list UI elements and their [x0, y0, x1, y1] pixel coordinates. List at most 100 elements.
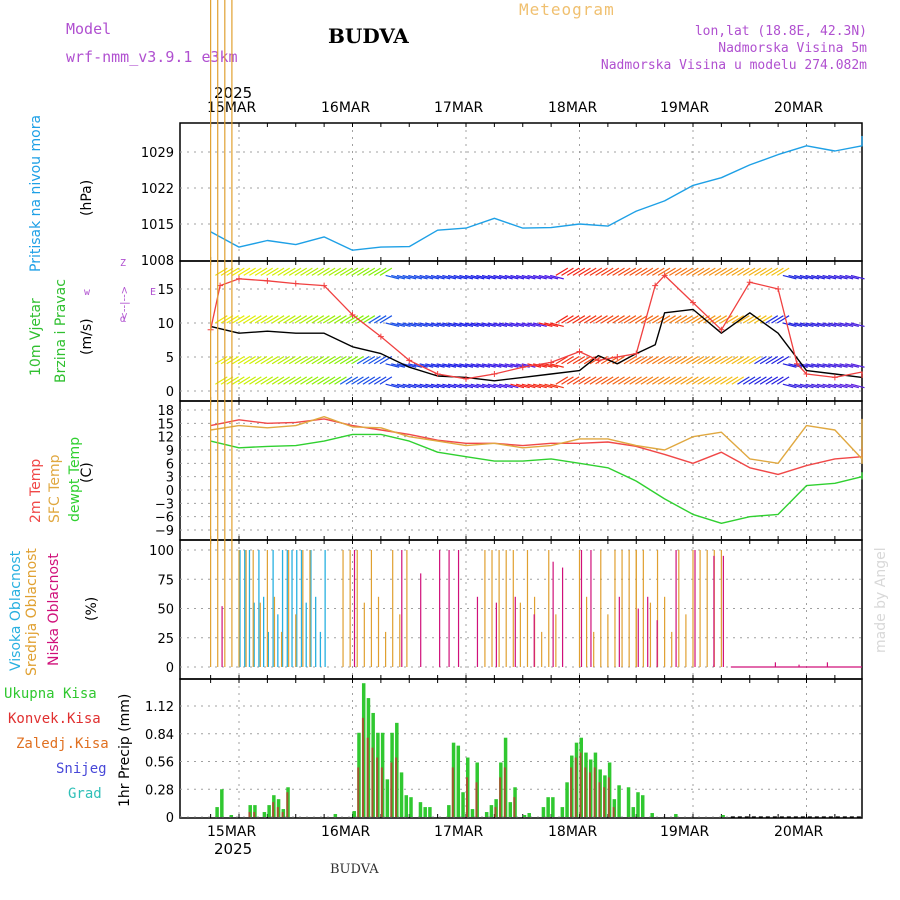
wind-barb	[487, 322, 502, 328]
precip-conv-bar	[466, 777, 468, 817]
wind-barb	[845, 274, 859, 280]
wind-barb	[521, 322, 536, 328]
wind-gust-marker	[775, 286, 782, 292]
wind-barb	[470, 322, 485, 328]
temp-2m-line	[210, 418, 863, 476]
wind-barb	[317, 267, 330, 276]
wind-barb	[708, 315, 722, 324]
wind-barb	[317, 315, 330, 324]
wind-barb	[498, 274, 513, 280]
bottom-day-label: 15MAR	[207, 824, 257, 840]
wind-barb	[550, 363, 564, 368]
top-day-label: 20MAR	[774, 100, 824, 116]
wind-barb	[260, 315, 274, 324]
wind-barb	[839, 274, 854, 280]
wind-barb	[425, 363, 440, 368]
wind-barb	[754, 376, 767, 385]
wind-barb	[566, 267, 580, 276]
wind-barb	[226, 315, 239, 324]
wind-barb	[385, 383, 400, 389]
wind-barb	[237, 315, 251, 324]
precip-total-bar	[546, 797, 550, 817]
wind-barb	[629, 376, 642, 385]
wind-barb	[850, 363, 865, 368]
wind-barb	[481, 383, 496, 389]
legend-frozen-precip: Zaledj.Kisa	[16, 736, 109, 752]
precip-conv-bar	[390, 762, 393, 817]
wind-barb	[373, 315, 387, 324]
wind-barb	[481, 363, 496, 368]
wind-gust-marker	[463, 375, 469, 382]
wind-barb	[640, 376, 654, 385]
wind-gust-marker	[377, 333, 384, 340]
wind-barb	[356, 355, 370, 365]
wind-barb	[794, 274, 808, 280]
wind-barb	[680, 315, 693, 324]
wind-barb	[782, 274, 797, 280]
wind-barb	[828, 383, 842, 389]
wind-barb	[788, 274, 803, 280]
wind-barb	[470, 383, 485, 389]
wind-barb	[572, 267, 586, 276]
wind-barb	[339, 315, 353, 324]
wind-barb	[640, 355, 654, 365]
wind-barb	[311, 355, 325, 365]
wind-barb	[283, 315, 296, 324]
wind-barb	[237, 267, 251, 276]
wind-barb	[555, 355, 569, 365]
wind-barb	[720, 315, 733, 324]
precip-total-bar	[262, 812, 267, 817]
wind-tick-label: 0	[166, 385, 174, 400]
precip-conv-bar	[361, 717, 364, 817]
precip-total-bar	[508, 802, 513, 817]
wind-barb	[538, 383, 553, 389]
wind-barb	[748, 267, 762, 276]
wind-barb	[498, 363, 513, 368]
wind-barb	[226, 355, 239, 365]
wind-barb	[742, 267, 756, 276]
wind-barb	[566, 315, 580, 324]
wind-barb	[442, 274, 457, 280]
wind-barb	[765, 315, 779, 324]
wind-barb	[515, 322, 530, 328]
model-elevation-label: Nadmorska Visina u modelu 274.082m	[600, 58, 867, 73]
wind-barb	[612, 267, 625, 276]
wind-barb	[493, 322, 508, 328]
wind-barb	[538, 322, 553, 328]
wind-barb	[561, 267, 574, 276]
wind-tick-label: 15	[157, 283, 174, 298]
wind-barb	[703, 315, 716, 324]
wind-barb	[583, 315, 597, 324]
precip-tick-label: 0.28	[145, 783, 174, 798]
pressure-tick-label: 1008	[141, 254, 174, 269]
wind-barb	[402, 274, 417, 280]
precip-conv-bar	[380, 767, 383, 817]
wind-barb	[283, 267, 296, 276]
wind-barb	[686, 315, 699, 324]
top-day-label: 19MAR	[660, 100, 710, 116]
wind-barb	[708, 376, 722, 385]
wind-barb	[822, 383, 837, 389]
wind-gust-marker	[264, 277, 271, 284]
wind-barb	[226, 376, 239, 385]
precip-conv-bar	[253, 812, 256, 817]
wind-barb	[623, 355, 637, 365]
wind-barb	[447, 383, 462, 389]
wind-barb	[487, 383, 502, 389]
wind-barb	[271, 355, 285, 365]
wind-barb	[703, 355, 716, 365]
wind-barb	[351, 376, 364, 385]
wind-barb	[436, 322, 451, 328]
wind-barb	[657, 315, 671, 324]
wind-barb	[703, 376, 716, 385]
wind-barb	[294, 355, 308, 365]
wind-barb	[442, 363, 457, 368]
wind-barb	[748, 315, 762, 324]
wind-barb	[652, 267, 665, 276]
wind-barb	[776, 267, 790, 276]
precip-total-bar	[333, 814, 338, 817]
precip-total-bar	[565, 782, 569, 817]
temp-dewpoint-line	[210, 433, 863, 524]
precip-conv-bar	[248, 812, 251, 817]
temp-tick-label: 15	[157, 417, 174, 432]
